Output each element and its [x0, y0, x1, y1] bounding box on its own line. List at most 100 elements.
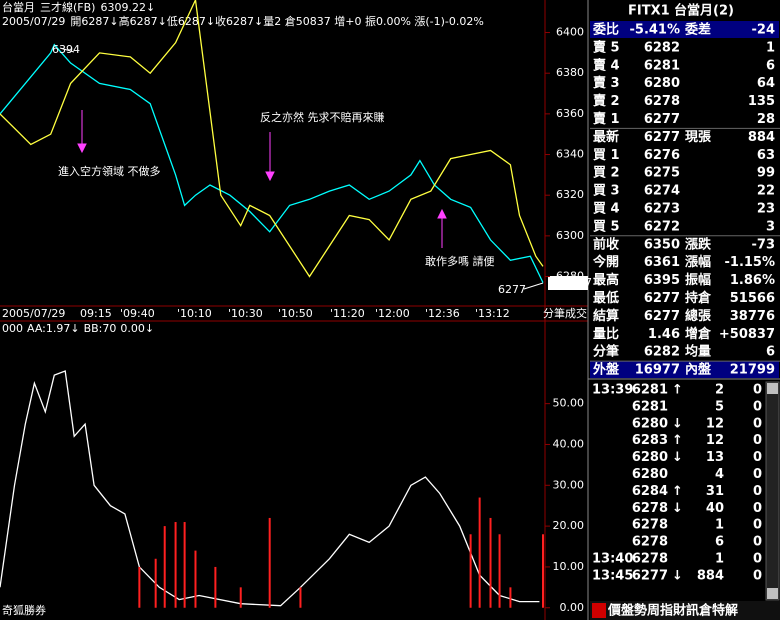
indicator-header: AA:1.97↓ [27, 322, 80, 335]
tick-flag: 0 [753, 501, 762, 516]
arrow-head [265, 171, 275, 182]
time-label: 分筆成交 [543, 306, 587, 320]
quote-cell: 6272 [644, 219, 680, 234]
tick-vol: 4 [715, 467, 724, 482]
bar [174, 522, 177, 608]
y-tick-label: 6300 [556, 229, 584, 242]
quote-name: 台當月(2) [674, 3, 734, 19]
time-label: '10:10 [177, 307, 212, 320]
quote-cell: 量比 [593, 326, 619, 342]
arrow-head [437, 208, 447, 219]
quote-cell: 持倉 [685, 290, 712, 306]
quote-cell: 6277 [644, 291, 680, 306]
quote-cell: 6276 [644, 148, 680, 163]
scroll-up[interactable] [767, 383, 778, 394]
last-price-box [548, 276, 588, 290]
quote-cell: 內盤 [685, 362, 712, 378]
bar [509, 587, 512, 608]
quote-cell: -24 [752, 23, 776, 38]
y-tick-label: 10.00 [553, 560, 585, 573]
time-label: '11:20 [330, 307, 365, 320]
quote-title-bar [590, 1, 779, 19]
quote-cell: 99 [757, 166, 775, 181]
tick-dir: ↓ [672, 501, 683, 516]
menu-text[interactable]: 價盤勢周指財訊倉特解 [607, 603, 738, 619]
quote-cell: 6277 [644, 130, 680, 145]
time-label: '12:00 [375, 307, 410, 320]
tick-price: 6278 [632, 501, 668, 516]
quote-cell: 最高 [593, 272, 619, 288]
bar [138, 566, 141, 608]
y-tick-label: 30.00 [553, 478, 585, 491]
y-tick-label: 6320 [556, 188, 584, 201]
header-text: 6309.22↓ [100, 1, 155, 14]
menu-icon[interactable] [592, 603, 606, 618]
quote-cell: 1.86% [730, 273, 775, 288]
quote-cell: 1.46 [648, 327, 680, 342]
tick-dir: ↑ [672, 383, 683, 398]
tick-vol: 12 [706, 433, 724, 448]
quote-cell: 16977 [635, 363, 680, 378]
quote-cell: 6281 [644, 58, 680, 73]
tick-flag: 0 [753, 450, 762, 465]
bar [194, 550, 197, 608]
quote-cell: 6278 [644, 94, 680, 109]
indicator-header: 0.00↓ [120, 322, 154, 335]
bar [154, 558, 157, 608]
bar [183, 522, 186, 608]
quote-cell: +50837 [719, 327, 775, 342]
quote-cell: 漲跌 [685, 236, 712, 252]
quote-cell: 6277 [644, 112, 680, 127]
header-text: 台當月 [2, 0, 35, 14]
leader-line [523, 282, 544, 290]
tick-flag: 0 [753, 552, 762, 567]
tick-time: 13:39 [592, 383, 633, 398]
menu-bar[interactable] [590, 601, 780, 620]
tick-vol: 5 [715, 399, 724, 414]
tick-price: 6280 [632, 416, 668, 431]
y-tick-label: 20.00 [553, 519, 585, 532]
quote-cell: 1 [766, 40, 775, 55]
quote-cell: 6361 [644, 255, 680, 270]
quote-cell: 6280 [644, 76, 680, 91]
quote-cell: 買 2 [593, 166, 620, 181]
quote-cell: 135 [748, 94, 775, 109]
tick-price: 6277 [632, 568, 668, 583]
quote-cell: 51566 [730, 291, 775, 306]
y-tick-label: 6280 [556, 270, 584, 283]
y-tick-label: 0.00 [560, 601, 585, 614]
annotation: 進入空方領域 不做多 [58, 164, 161, 178]
annotation: 反之亦然 先求不賠再來賺 [260, 110, 385, 124]
tick-price: 6278 [632, 535, 668, 550]
quote-cell: 今開 [592, 254, 619, 270]
tick-price: 6280 [632, 450, 668, 465]
bar [469, 534, 472, 608]
bar [163, 526, 166, 608]
bar [498, 534, 501, 608]
tick-flag: 0 [753, 383, 762, 398]
tick-price: 6283 [632, 433, 668, 448]
arrow-head [77, 143, 87, 154]
quote-cell: 買 1 [593, 148, 620, 163]
quote-cell: 賣 2 [593, 93, 620, 109]
quote-cell: 分筆 [593, 344, 619, 360]
quote-cell: 委差 [684, 22, 711, 38]
tick-price: 6278 [632, 552, 668, 567]
scroll-down[interactable] [767, 588, 778, 599]
time-label: '10:30 [228, 307, 263, 320]
quote-cell: 賣 3 [593, 75, 620, 91]
tick-dir: ↓ [672, 568, 683, 583]
quote-cell: 6 [766, 58, 775, 73]
quote-cell: 28 [757, 112, 775, 127]
annotation-arrows [77, 110, 447, 248]
tick-vol: 6 [715, 535, 724, 550]
tick-time: 13:40 [592, 552, 633, 567]
line-series [0, 0, 544, 278]
quote-cell: 最新 [593, 129, 619, 145]
quote-cell: 前收 [593, 236, 620, 252]
line-series [0, 43, 544, 283]
quote-cell: 6350 [644, 237, 680, 252]
quote-cell: 6 [766, 345, 775, 360]
scrollbar[interactable] [765, 381, 780, 601]
